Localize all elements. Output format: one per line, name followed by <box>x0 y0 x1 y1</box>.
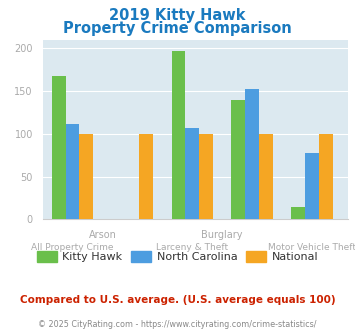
Text: Compared to U.S. average. (U.S. average equals 100): Compared to U.S. average. (U.S. average … <box>20 295 335 305</box>
Bar <box>80 134 93 219</box>
Bar <box>231 100 245 219</box>
Text: 2019 Kitty Hawk: 2019 Kitty Hawk <box>109 8 246 23</box>
Bar <box>66 123 80 219</box>
Text: All Property Crime: All Property Crime <box>31 243 114 252</box>
Text: © 2025 CityRating.com - https://www.cityrating.com/crime-statistics/: © 2025 CityRating.com - https://www.city… <box>38 320 317 329</box>
Bar <box>305 153 319 219</box>
Bar <box>52 76 66 219</box>
Text: Larceny & Theft: Larceny & Theft <box>156 243 228 252</box>
Bar <box>291 207 305 219</box>
Bar <box>185 128 199 219</box>
Bar <box>245 89 259 219</box>
Legend: Kitty Hawk, North Carolina, National: Kitty Hawk, North Carolina, National <box>32 247 323 267</box>
Bar <box>139 134 153 219</box>
Bar <box>259 134 273 219</box>
Text: Arson: Arson <box>88 230 116 240</box>
Bar <box>199 134 213 219</box>
Text: Burglary: Burglary <box>201 230 243 240</box>
Text: Property Crime Comparison: Property Crime Comparison <box>63 21 292 36</box>
Text: Motor Vehicle Theft: Motor Vehicle Theft <box>268 243 355 252</box>
Bar <box>171 51 185 219</box>
Bar <box>319 134 333 219</box>
